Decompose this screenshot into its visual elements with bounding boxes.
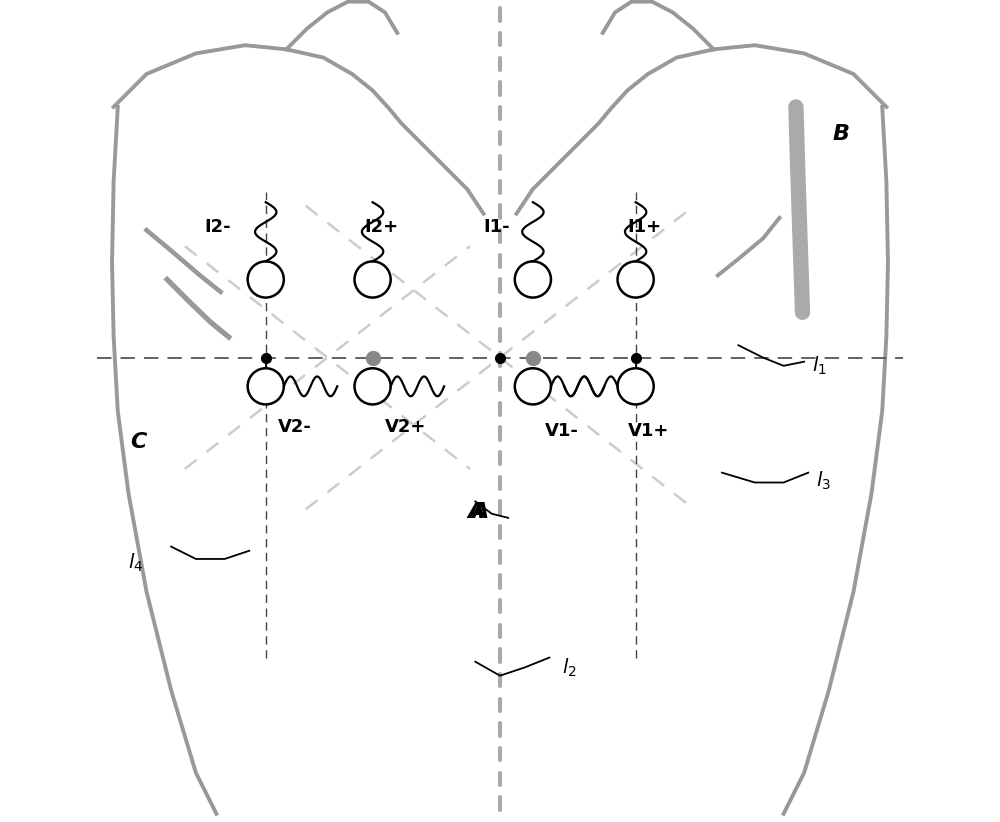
- Circle shape: [355, 261, 391, 298]
- Text: $\it{l}$$_1$: $\it{l}$$_1$: [812, 354, 827, 376]
- Text: A: A: [467, 502, 484, 522]
- Text: V2+: V2+: [385, 418, 426, 436]
- Text: B: B: [833, 124, 850, 144]
- Text: I2+: I2+: [364, 218, 398, 236]
- Circle shape: [248, 368, 284, 404]
- Text: C: C: [130, 432, 146, 452]
- Text: V2-: V2-: [278, 418, 312, 436]
- Text: I2-: I2-: [204, 218, 231, 236]
- Text: $\it{l}$$_3$: $\it{l}$$_3$: [816, 469, 832, 492]
- Text: $\it{l}$$_4$: $\it{l}$$_4$: [128, 552, 144, 574]
- Text: A: A: [471, 502, 488, 522]
- Text: V1-: V1-: [545, 422, 579, 440]
- Circle shape: [248, 261, 284, 298]
- Text: I1+: I1+: [627, 218, 662, 236]
- Text: I1-: I1-: [484, 218, 510, 236]
- Circle shape: [618, 368, 654, 404]
- Circle shape: [355, 368, 391, 404]
- Circle shape: [515, 368, 551, 404]
- Circle shape: [618, 261, 654, 298]
- Text: $\it{l}$$_2$: $\it{l}$$_2$: [562, 657, 577, 679]
- Text: V1+: V1+: [627, 422, 669, 440]
- Circle shape: [515, 261, 551, 298]
